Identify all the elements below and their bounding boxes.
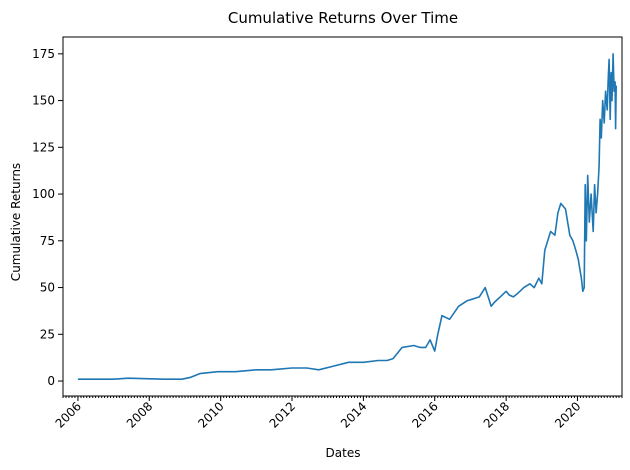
series-layer [77,53,617,380]
x-axis: 2006 2008 2010 2012 2014 2016 2018 2020 [53,396,623,431]
y-axis-label: Cumulative Returns [9,163,23,281]
y-tick-label: 175 [32,47,55,61]
y-tick-label: 25 [40,327,55,341]
x-tick-label: 2008 [124,399,155,430]
x-axis-label: Dates [326,446,361,460]
series-line-0 [77,53,617,380]
chart-title: Cumulative Returns Over Time [228,9,458,27]
x-tick-label: 2016 [409,399,440,430]
y-tick-label: 75 [40,234,55,248]
x-tick-label: 2018 [481,399,512,430]
x-tick-label: 2012 [267,399,298,430]
y-tick-label: 150 [32,94,55,108]
x-tick-label: 2010 [195,399,226,430]
y-tick-label: 50 [40,281,55,295]
y-tick-label: 100 [32,187,55,201]
y-tick-label: 0 [47,374,55,388]
y-axis: 0 25 50 75 100 125 150 175 [32,47,63,388]
x-tick-label: 2020 [552,399,583,430]
y-tick-label: 125 [32,140,55,154]
x-tick-label: 2014 [338,399,369,430]
x-tick-label: 2006 [53,399,84,430]
plot-frame [62,36,623,397]
